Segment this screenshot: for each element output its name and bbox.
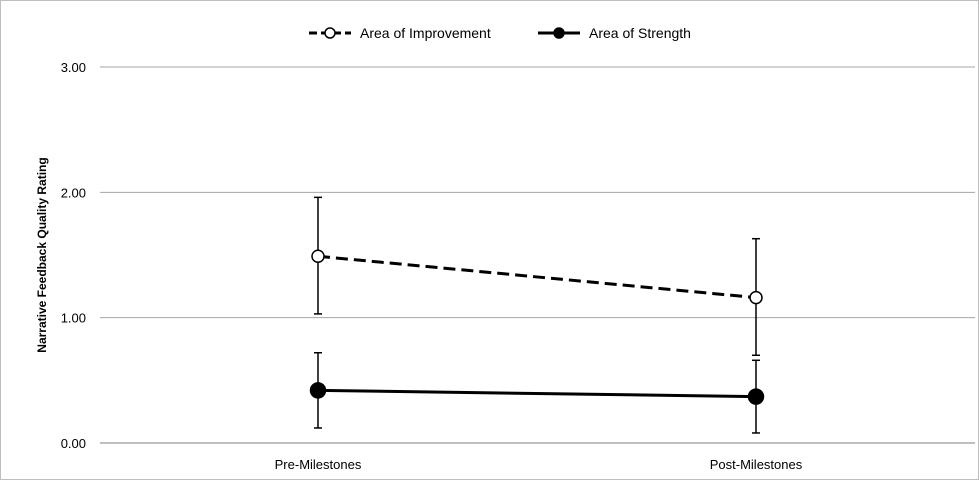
y-tick-labels: 0.00 1.00 2.00 3.00 xyxy=(61,60,86,451)
data-point xyxy=(309,382,327,399)
grid-layer xyxy=(100,66,975,444)
series-line xyxy=(317,254,757,300)
data-point xyxy=(749,290,763,305)
x-tick-label: Pre-Milestones xyxy=(275,457,362,472)
y-tick-label: 3.00 xyxy=(61,60,86,75)
legend-label: Area of Improvement xyxy=(360,25,491,41)
legend-marker xyxy=(553,27,565,39)
x-tick-label: Post-Milestones xyxy=(710,457,803,472)
data-point xyxy=(311,249,325,264)
y-tick-label: 2.00 xyxy=(61,185,86,200)
series-line xyxy=(317,388,757,399)
series-1 xyxy=(309,352,765,434)
legend: Area of Improvement Area of Strength xyxy=(309,25,691,41)
series-0 xyxy=(311,196,763,357)
y-tick-label: 0.00 xyxy=(61,436,86,451)
legend-marker xyxy=(324,27,336,39)
legend-item-0: Area of Improvement xyxy=(309,25,491,41)
x-tick-labels: Pre-Milestones Post-Milestones xyxy=(275,457,803,472)
data-point xyxy=(747,388,765,405)
y-tick-label: 1.00 xyxy=(61,311,86,326)
legend-item-1: Area of Strength xyxy=(538,25,691,41)
series-layer xyxy=(309,196,765,434)
y-axis-label: Narrative Feedback Quality Rating xyxy=(35,157,49,352)
legend-label: Area of Strength xyxy=(589,25,691,41)
